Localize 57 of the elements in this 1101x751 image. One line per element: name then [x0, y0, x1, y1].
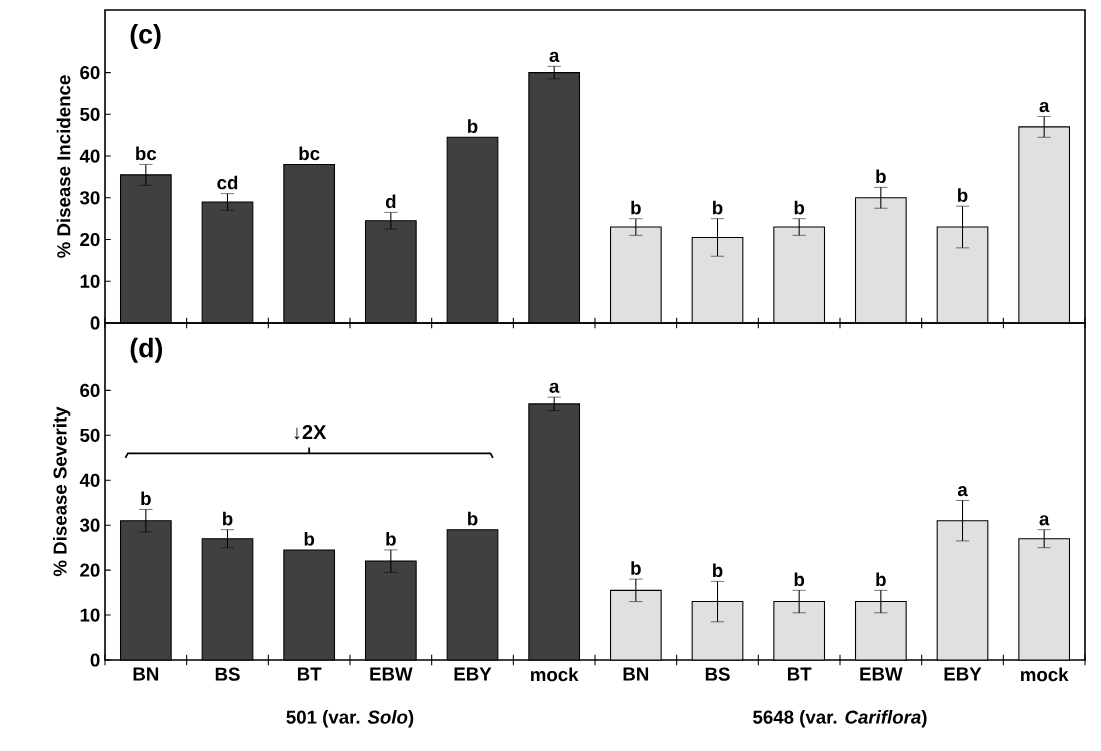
y-tick-label: 50 — [80, 107, 100, 121]
annotation: ↓2X — [294, 425, 327, 440]
data-label: b — [223, 511, 233, 526]
y-tick-label: 30 — [79, 518, 100, 532]
data-label: b — [713, 563, 723, 578]
data-label: b — [958, 188, 968, 202]
x-tick-label: EBY — [944, 667, 982, 681]
data-label: b — [304, 531, 315, 546]
y-tick-label: 10 — [80, 608, 100, 622]
text: (d) — [130, 337, 163, 363]
data-label: b — [713, 200, 723, 215]
y-tick-label: 40 — [79, 473, 100, 487]
data-label: a — [549, 382, 560, 393]
x-tick-label: BS — [705, 667, 730, 681]
y-tick-label: 40 — [79, 149, 100, 163]
data-label: b — [794, 572, 805, 587]
y-tick-label: 0 — [90, 653, 100, 667]
data-label: b — [876, 572, 886, 587]
text: 501 (var. Solo) — [286, 710, 414, 728]
x-tick-label: mock — [531, 667, 579, 682]
data-label: b — [876, 169, 886, 184]
data-label: bc — [136, 146, 157, 161]
y-tick-label: 0 — [90, 316, 100, 330]
y-tick-label: 10 — [80, 274, 100, 288]
x-tick-label: BN — [623, 667, 649, 681]
y-tick-label: 50 — [80, 428, 100, 442]
data-label: bc — [299, 146, 320, 161]
data-label: a — [957, 485, 968, 497]
data-label: a — [1039, 101, 1050, 113]
data-label: d — [385, 194, 396, 209]
x-tick-label: BT — [787, 667, 812, 681]
x-tick-label: BN — [133, 667, 159, 681]
x-tick-label: mock — [1021, 667, 1069, 682]
data-label: b — [631, 561, 641, 575]
chart-title: (c) — [130, 24, 161, 49]
x-tick-label: BT — [297, 667, 322, 681]
data-label: a — [549, 51, 560, 63]
y-tick-label: 20 — [80, 563, 100, 577]
data-label: b — [141, 491, 151, 506]
x-tick-label: BS — [215, 667, 240, 681]
data-label: b — [386, 531, 396, 546]
data-label: b — [794, 200, 805, 215]
data-label: b — [468, 511, 478, 526]
y-tick-label: 20 — [80, 232, 100, 247]
x-tick-label: EBW — [370, 667, 413, 681]
x-tick-label: EBY — [454, 667, 492, 681]
x-tick-label: EBW — [860, 667, 903, 681]
y-tick-label: 60 — [80, 383, 100, 398]
y-axis-title: % Disease Incidence — [56, 75, 71, 258]
data-label: a — [1039, 515, 1050, 526]
data-label: b — [631, 200, 641, 215]
y-tick-label: 30 — [79, 191, 100, 205]
y-tick-label: 60 — [80, 65, 100, 80]
data-label: cd — [217, 175, 238, 190]
data-label: b — [468, 119, 478, 134]
y-axis-title: % Disease Severity — [52, 406, 71, 577]
text: 5648 (var. Cariflora) — [753, 710, 927, 728]
